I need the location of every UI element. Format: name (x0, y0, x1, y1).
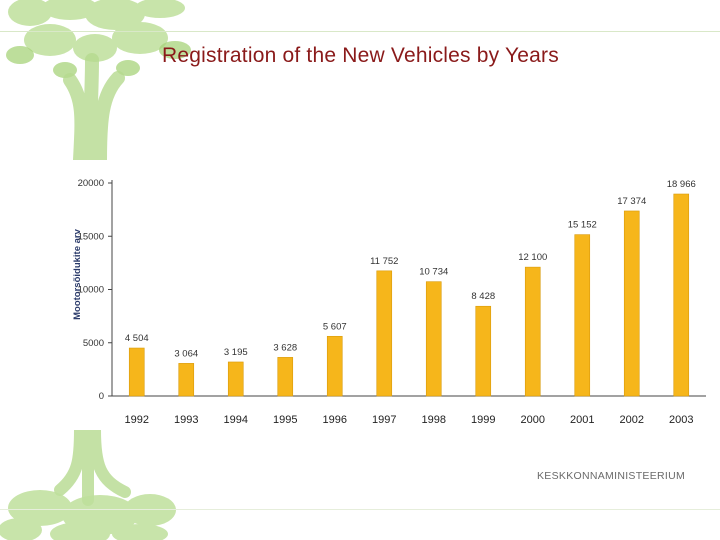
value-label-1994: 3 195 (224, 347, 248, 358)
bar-2001 (574, 234, 591, 397)
y-tick-label: 10000 (78, 285, 104, 296)
bar-1998 (425, 281, 442, 397)
x-tick-label-1993: 1993 (174, 414, 198, 426)
chart-axes (111, 180, 706, 397)
tree-decoration-bottom (0, 430, 176, 540)
bar-1994 (227, 361, 244, 397)
tree-decoration-top (6, 0, 191, 160)
x-tick-label-2000: 2000 (521, 414, 545, 426)
y-tick-label: 20000 (78, 178, 104, 189)
x-tick-label-1999: 1999 (471, 414, 495, 426)
ministry-logo-text: KESKKONNAMINISTEERIUM (537, 470, 686, 482)
top-divider (0, 31, 720, 32)
value-label-1996: 5 607 (323, 321, 347, 332)
bar-1996 (326, 335, 343, 397)
value-label-2001: 15 152 (568, 220, 597, 231)
value-label-2000: 12 100 (518, 252, 547, 263)
value-label-2003: 18 966 (667, 179, 696, 190)
value-labels: 4 504 3 064 3 195 3 628 5 607 11 752 10 734 8 4… (125, 179, 696, 359)
y-axis-label: Mootorsõidukite arv (72, 228, 83, 320)
value-label-1999: 8 428 (471, 291, 495, 302)
x-tick-label-2002: 2002 (620, 414, 644, 426)
x-tick-label-2003: 2003 (669, 414, 693, 426)
y-tick-label: 5000 (83, 338, 104, 349)
bars (128, 193, 690, 397)
x-tick-label-1995: 1995 (273, 414, 297, 426)
x-tick-label-1992: 1992 (125, 414, 149, 426)
y-tick-label: 0 (99, 391, 104, 402)
y-axis-ticks: 0 5000 10000 15000 20000 (78, 178, 112, 402)
value-label-1998: 10 734 (419, 267, 448, 278)
bar-chart: Mootorsõidukite arv 05000100001500020000… (72, 178, 706, 426)
bar-1992 (128, 347, 145, 397)
slide-title: Registration of the New Vehicles by Year… (162, 44, 559, 67)
bar-1995 (277, 357, 294, 397)
y-tick-label: 15000 (78, 231, 104, 242)
value-label-1992: 4 504 (125, 333, 149, 344)
x-tick-label-1997: 1997 (372, 414, 396, 426)
bar-1993 (178, 363, 195, 397)
bar-2000 (524, 266, 541, 397)
value-label-1995: 3 628 (273, 342, 297, 353)
bar-2003 (673, 193, 690, 397)
x-tick-label-1996: 1996 (323, 414, 347, 426)
bar-2002 (623, 210, 640, 397)
bottom-divider (0, 509, 720, 510)
x-axis-ticks: 1992 1993 1994 1995 1996 1997 1998 1999 2000 2001… (125, 414, 694, 426)
x-tick-label-2001: 2001 (570, 414, 594, 426)
value-label-1993: 3 064 (174, 348, 198, 359)
x-tick-label-1998: 1998 (422, 414, 446, 426)
value-label-1997: 11 752 (370, 256, 398, 267)
bar-1999 (475, 305, 492, 397)
bar-1997 (376, 270, 393, 397)
value-label-2002: 17 374 (617, 196, 646, 207)
x-tick-label-1994: 1994 (224, 414, 248, 426)
